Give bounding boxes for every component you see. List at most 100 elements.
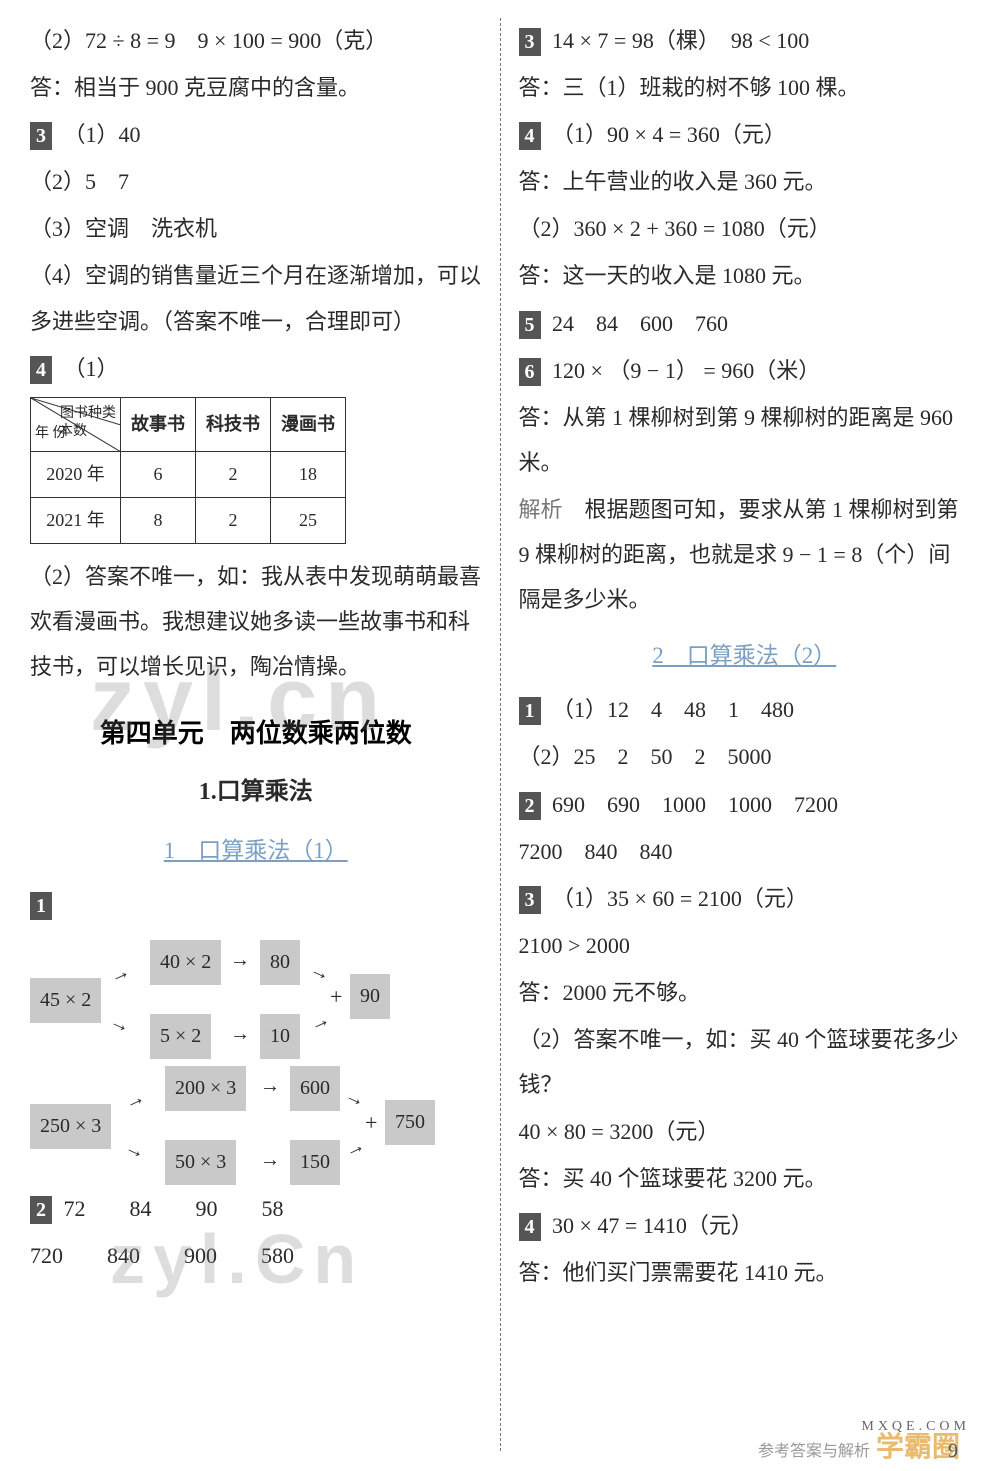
question-badge: 3 bbox=[519, 886, 541, 914]
cell: 8 bbox=[121, 497, 196, 543]
table-col: 科技书 bbox=[196, 397, 271, 451]
text-line: 1 （1）12 4 48 1 480 bbox=[519, 687, 971, 732]
text-line: （3）空调 洗衣机 bbox=[30, 206, 482, 251]
flow-box: 5 × 2 bbox=[150, 1014, 211, 1059]
flow-box: 40 × 2 bbox=[150, 940, 221, 985]
footer-text: 参考答案与解析 bbox=[758, 1437, 870, 1461]
analysis-line: 解析 根据题图可知，要求从第 1 棵柳树到第 9 棵柳树的距离，也就是求 9 −… bbox=[519, 487, 971, 622]
text-line: 答：上午营业的收入是 360 元。 bbox=[519, 159, 971, 204]
text-line: 答：从第 1 棵柳树到第 9 棵柳树的距离是 960 米。 bbox=[519, 395, 971, 485]
cell: 2 bbox=[196, 497, 271, 543]
question-badge: 1 bbox=[30, 892, 52, 920]
flow-box: 250 × 3 bbox=[30, 1104, 111, 1149]
cell: 6 bbox=[121, 451, 196, 497]
text: （1）90 × 4 = 360（元） bbox=[552, 122, 786, 147]
cell: 18 bbox=[271, 451, 346, 497]
flow-diagram-1: 45 × 2 → → 40 × 2 5 × 2 → → 80 10 → → + … bbox=[30, 934, 482, 1054]
text-line: 答：相当于 900 克豆腐中的含量。 bbox=[30, 65, 482, 110]
flow-box: 10 bbox=[260, 1014, 300, 1059]
text-line: 答：这一天的收入是 1080 元。 bbox=[519, 253, 971, 298]
cell: 25 bbox=[271, 497, 346, 543]
text: （1） bbox=[64, 356, 119, 381]
table-col: 漫画书 bbox=[271, 397, 346, 451]
flow-diagram-2: 250 × 3 → → 200 × 3 50 × 3 → → 600 150 →… bbox=[30, 1060, 482, 1180]
arrow-icon: → bbox=[260, 1140, 280, 1181]
text: 24 84 600 760 bbox=[552, 311, 728, 336]
left-column: （2）72 ÷ 8 = 9 9 × 100 = 900（克） 答：相当于 900… bbox=[30, 18, 500, 1451]
arrow-icon: → bbox=[117, 1127, 152, 1173]
site-watermark: MXQE.COM bbox=[861, 1419, 970, 1435]
text-line: （2）5 7 bbox=[30, 159, 482, 204]
question-badge: 3 bbox=[519, 28, 541, 56]
right-column: 3 14 × 7 = 98（棵） 98 < 100 答：三（1）班栽的树不够 1… bbox=[500, 18, 971, 1451]
diag-label: 年 份 bbox=[35, 420, 67, 449]
text-line: （2）360 × 2 + 360 = 1080（元） bbox=[519, 206, 971, 251]
text: 14 × 7 = 98（棵） 98 < 100 bbox=[552, 28, 809, 53]
book-table: 图书种类 本数 年 份 故事书 科技书 漫画书 2020 年 6 2 18 20… bbox=[30, 397, 346, 544]
analysis-label: 解析 bbox=[519, 497, 563, 522]
text-line: 3 （1）35 × 60 = 2100（元） bbox=[519, 876, 971, 921]
text: 72 84 90 58 bbox=[64, 1196, 284, 1221]
text-line: 3 （1）40 bbox=[30, 112, 482, 157]
text: （1）40 bbox=[64, 122, 141, 147]
text: 690 690 1000 1000 7200 bbox=[552, 792, 838, 817]
cell: 2021 年 bbox=[31, 497, 121, 543]
question-badge: 2 bbox=[519, 792, 541, 820]
arrow-icon: → bbox=[102, 1001, 137, 1047]
text: 120 × （9 − 1） = 960（米） bbox=[552, 358, 820, 383]
flow-box: 750 bbox=[385, 1100, 435, 1145]
text-line: 4 （1）90 × 4 = 360（元） bbox=[519, 112, 971, 157]
question-badge: 5 bbox=[519, 311, 541, 339]
cell: 2 bbox=[196, 451, 271, 497]
text-line: 3 14 × 7 = 98（棵） 98 < 100 bbox=[519, 18, 971, 63]
text-line: 答：他们买门票需要花 1410 元。 bbox=[519, 1250, 971, 1295]
page-number: 9 bbox=[948, 1440, 958, 1463]
text-line: 4 （1） bbox=[30, 346, 482, 391]
arrow-icon: → bbox=[102, 951, 137, 997]
text-line: （4）空调的销售量近三个月在逐渐增加，可以多进些空调。（答案不唯一，合理即可） bbox=[30, 253, 482, 343]
unit-title: 第四单元 两位数乘两位数 bbox=[30, 707, 482, 760]
text: 根据题图可知，要求从第 1 棵柳树到第 9 棵柳树的距离，也就是求 9 − 1 … bbox=[519, 497, 959, 612]
text-line: 4 30 × 47 = 1410（元） bbox=[519, 1203, 971, 1248]
text-line: 答：2000 元不够。 bbox=[519, 970, 971, 1015]
flow-box: 600 bbox=[290, 1066, 340, 1111]
plus-sign: + bbox=[330, 974, 342, 1019]
arrow-icon: → bbox=[260, 1066, 280, 1107]
table-row: 2020 年 6 2 18 bbox=[31, 451, 346, 497]
table-row: 2021 年 8 2 25 bbox=[31, 497, 346, 543]
question-badge: 6 bbox=[519, 358, 541, 386]
text-line: 7200 840 840 bbox=[519, 829, 971, 874]
text-line: 40 × 80 = 3200（元） bbox=[519, 1109, 971, 1154]
table-col: 故事书 bbox=[121, 397, 196, 451]
text-line: 5 24 84 600 760 bbox=[519, 301, 971, 346]
text-line: 2100 > 2000 bbox=[519, 923, 971, 968]
flow-box: 90 bbox=[350, 974, 390, 1019]
text-line: 2 690 690 1000 1000 7200 bbox=[519, 782, 971, 827]
table-diag-header: 图书种类 本数 年 份 bbox=[31, 397, 121, 451]
flow-box: 80 bbox=[260, 940, 300, 985]
question-badge: 4 bbox=[519, 1213, 541, 1241]
text-line: 答：三（1）班栽的树不够 100 棵。 bbox=[519, 65, 971, 110]
text-line: 2 72 84 90 58 bbox=[30, 1186, 482, 1231]
question-badge: 3 bbox=[30, 122, 52, 150]
text-line: 答：买 40 个篮球要花 3200 元。 bbox=[519, 1156, 971, 1201]
flow-box: 200 × 3 bbox=[165, 1066, 246, 1111]
flow-box: 150 bbox=[290, 1140, 340, 1185]
text-line: 720 840 900 580 bbox=[30, 1233, 482, 1278]
question-badge: 2 bbox=[30, 1196, 52, 1224]
text: （1）12 4 48 1 480 bbox=[552, 697, 794, 722]
lesson-title: 2 口算乘法（2） bbox=[519, 632, 971, 679]
text-line: （2）25 2 50 2 5000 bbox=[519, 734, 971, 779]
text-line: 6 120 × （9 − 1） = 960（米） bbox=[519, 348, 971, 393]
question-badge: 4 bbox=[30, 356, 52, 384]
arrow-icon: → bbox=[230, 1014, 250, 1055]
text: 30 × 47 = 1410（元） bbox=[552, 1213, 753, 1238]
text: （1）35 × 60 = 2100（元） bbox=[552, 886, 808, 911]
arrow-icon: → bbox=[117, 1077, 152, 1123]
question-row: 1 bbox=[30, 882, 482, 927]
text-line: （2）72 ÷ 8 = 9 9 × 100 = 900（克） bbox=[30, 18, 482, 63]
cell: 2020 年 bbox=[31, 451, 121, 497]
question-badge: 1 bbox=[519, 697, 541, 725]
plus-sign: + bbox=[365, 1100, 377, 1145]
lesson-title: 1 口算乘法（1） bbox=[30, 827, 482, 874]
